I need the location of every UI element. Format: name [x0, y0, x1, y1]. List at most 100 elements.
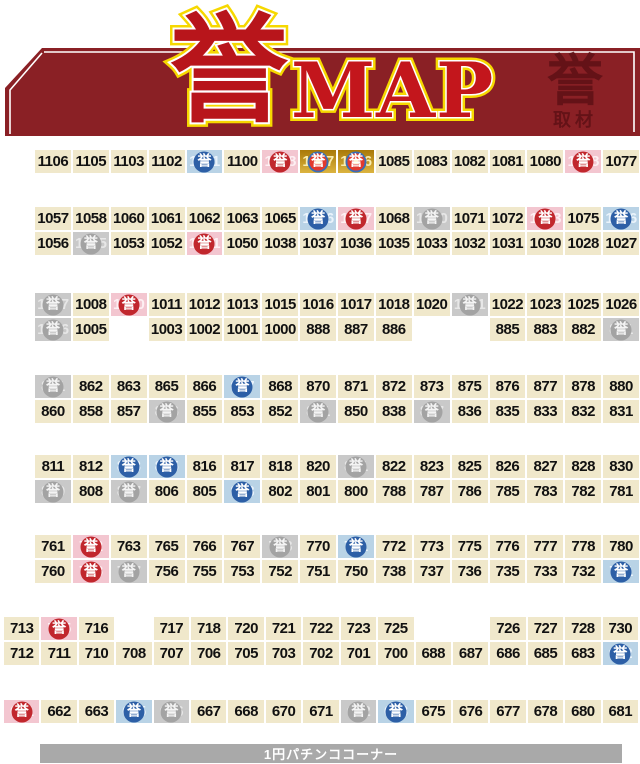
seat-cell: 776 [489, 535, 526, 558]
seat-number: 706 [196, 645, 221, 662]
seat-cell: 878 [565, 375, 602, 398]
seat-cell: 820 [300, 455, 336, 478]
blue-crest-icon: 誉 [307, 208, 329, 229]
pink-crest-icon: 誉 [534, 208, 556, 229]
seat-cell: 1010誉 [110, 293, 147, 316]
gray-crest-icon: 誉 [118, 481, 140, 502]
seat-number: 677 [496, 703, 520, 720]
seat-number: 801 [306, 483, 330, 500]
seat-cell: 805 [186, 480, 223, 503]
seat-cell: 773 [413, 535, 450, 558]
seat-cell: 675 [415, 700, 451, 723]
seat-number: 838 [382, 403, 406, 420]
seat-number: 667 [196, 703, 221, 720]
seat-number: 882 [571, 321, 595, 338]
seat-cell: 1028 [565, 232, 602, 255]
seat-number: 1065 [264, 210, 297, 227]
seat-cell: 1071 [451, 207, 488, 230]
seat-cell: 871 [338, 375, 374, 398]
seat-number: 717 [159, 620, 184, 637]
seat-number: 1018 [378, 296, 410, 313]
seat-number: 1023 [529, 296, 562, 313]
seat-number: 732 [571, 563, 595, 580]
seat-number: 1071 [453, 210, 486, 227]
seat-number: 776 [495, 538, 520, 555]
seat-number: 1011 [151, 296, 182, 313]
seat-cell: 1011 [148, 293, 185, 316]
blue-crest-icon: 誉 [118, 456, 140, 477]
seat-cell: 881誉 [603, 318, 639, 341]
block-660s: 661誉 662 663 665誉666誉 667 668 670 671 672誉673誉 67… [4, 700, 638, 723]
seat-cell: 1027 [603, 232, 639, 255]
seat-cell: 837誉 [413, 400, 450, 423]
seat-number: 760 [41, 563, 65, 580]
seat-cell: 705 [228, 642, 264, 665]
seat-cell: 720 [228, 617, 264, 640]
seat-cell: 662 [41, 700, 77, 723]
blue-crest-icon: 誉 [609, 643, 631, 664]
seat-cell: 1055誉 [72, 232, 109, 255]
seat-number: 680 [571, 703, 595, 720]
seat-number: 855 [192, 403, 217, 420]
seat-number: 702 [309, 645, 333, 662]
seat-cell: 1082 [451, 150, 488, 173]
seat-number: 1105 [75, 153, 107, 170]
seat-cell: 812 [72, 455, 109, 478]
seat-cell: 1037 [300, 232, 336, 255]
watermark-subtext: 取材 [553, 110, 597, 130]
seat-number: 888 [306, 321, 330, 338]
seat-number: 1036 [340, 235, 372, 252]
seat-number: 836 [457, 403, 482, 420]
seat-cell: 673誉 [378, 700, 414, 723]
seat-number: 876 [495, 378, 520, 395]
pink-crest-icon: 誉 [11, 701, 33, 722]
seat-number: 1008 [75, 296, 107, 313]
seat-cell: 1051誉 [186, 232, 223, 255]
title-kanji-outline: 誉 [165, 0, 292, 144]
seat-cell: 1102 [148, 150, 185, 173]
seat-number: 783 [533, 483, 558, 500]
seat-number: 1062 [188, 210, 221, 227]
seat-cell: 1101誉 [186, 150, 223, 173]
seat-number: 823 [419, 458, 444, 475]
seat-cell: 885 [489, 318, 526, 341]
seat-number: 788 [382, 483, 406, 500]
seat-cell: 782 [565, 480, 602, 503]
seat-cell: 1000 [262, 318, 299, 341]
seat-number: 727 [533, 620, 558, 637]
seat-cell: 778 [565, 535, 602, 558]
seat-cell: 868 [262, 375, 299, 398]
seat-cell: 852 [262, 400, 299, 423]
seat-cell: 688 [415, 642, 451, 665]
seat-number: 1032 [453, 235, 486, 252]
seat-number: 1085 [378, 153, 410, 170]
seat-cell: 781 [603, 480, 639, 503]
blue-crest-icon: 誉 [123, 701, 145, 722]
seat-number: 708 [122, 645, 146, 662]
seat-number: 703 [271, 645, 296, 662]
seat-number: 721 [271, 620, 296, 637]
gray-crest-icon: 誉 [421, 401, 443, 422]
seat-number: 710 [84, 645, 109, 662]
seat-cell: 1006誉 [35, 318, 71, 341]
seat-number: 1068 [378, 210, 410, 227]
gray-crest-icon: 誉 [42, 376, 64, 397]
seat-number: 711 [47, 645, 71, 662]
seat-number: 857 [116, 403, 141, 420]
seat-cell: 671 [303, 700, 339, 723]
seat-number: 858 [79, 403, 103, 420]
seat-cell: 760 [35, 560, 71, 583]
seat-cell: 806 [148, 480, 185, 503]
seat-cell: 682誉 [602, 642, 638, 665]
seat-number: 761 [41, 538, 65, 555]
seat-cell: 766 [186, 535, 223, 558]
seat-cell: 672誉 [340, 700, 377, 723]
seat-number: 786 [457, 483, 482, 500]
corner-banner-label: 1円パチンココーナー [263, 747, 399, 762]
seat-cell: 716 [78, 617, 115, 640]
seat-number: 887 [344, 321, 368, 338]
seat-number: 1061 [150, 210, 183, 227]
seat-cell: 677 [490, 700, 526, 723]
seat-cell: 802 [262, 480, 299, 503]
seat-cell: 678 [527, 700, 564, 723]
